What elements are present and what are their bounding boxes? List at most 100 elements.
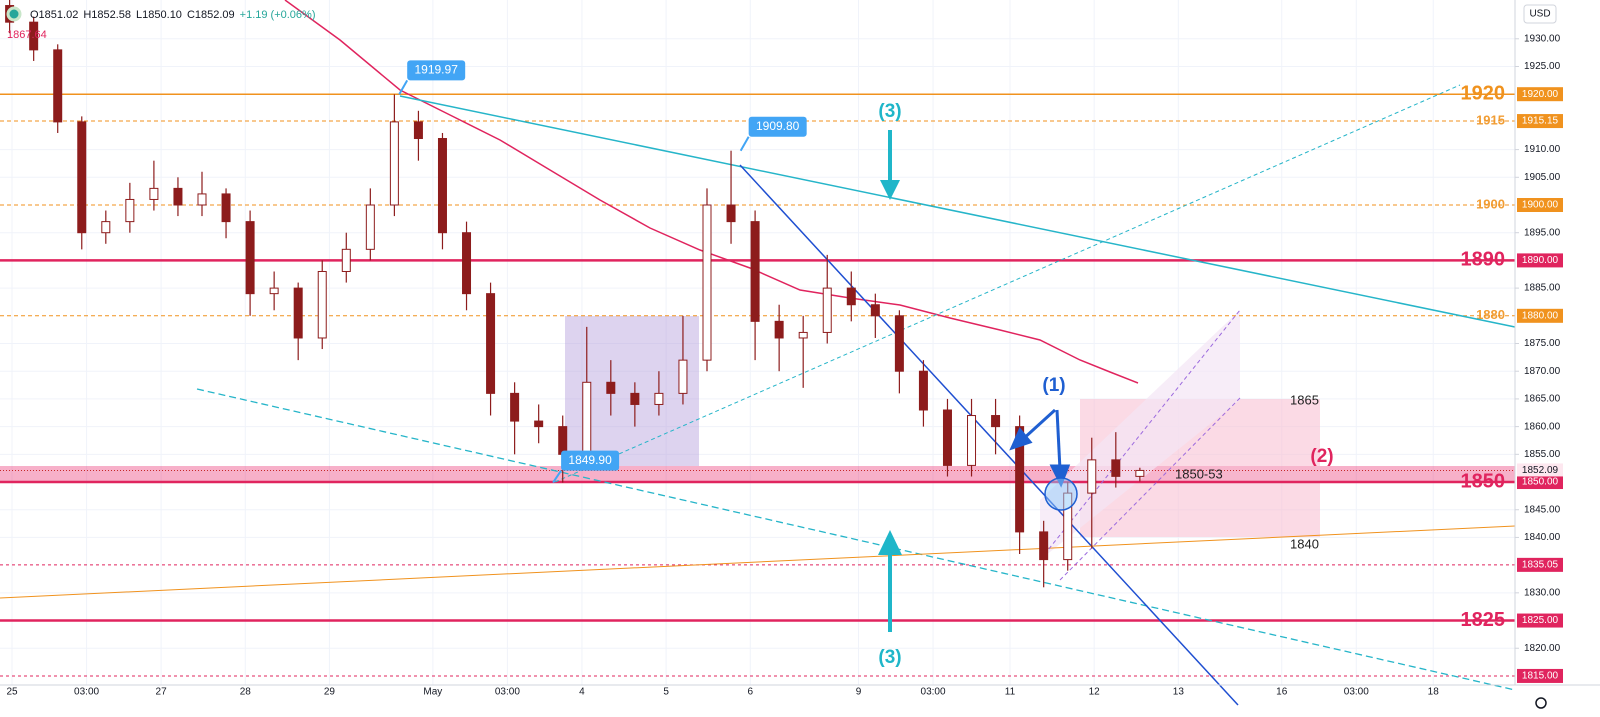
candle-body (389, 121, 399, 206)
currency-button[interactable] (1523, 4, 1557, 24)
price-label: 1915.15 (1522, 116, 1559, 127)
price-label: 1890.00 (1522, 255, 1559, 266)
price-label-box (1517, 308, 1563, 323)
candle-body (870, 304, 880, 317)
prior-price: 1867.64 (7, 29, 47, 41)
candle-body (317, 270, 327, 339)
x-tick-label: 03:00 (74, 687, 99, 698)
arrow (1020, 408, 1057, 442)
y-tick-label: 1875.00 (1524, 338, 1561, 349)
y-tick-label: 1930.00 (1524, 33, 1561, 44)
price-label-box (1517, 114, 1563, 129)
candle-body (365, 204, 375, 250)
price-label: 1880.00 (1522, 310, 1559, 321)
candle-body (894, 315, 904, 372)
axes: 1820.00 1830.00 1840.00 1845.00 1855.00 1860.… (6, 33, 1563, 698)
candle-body (750, 221, 760, 322)
x-tick-label: 13 (1173, 687, 1185, 698)
candle-body (125, 198, 135, 223)
annotation: 1865 (1290, 392, 1319, 407)
candle-body (678, 359, 688, 394)
x-tick-label: 03:00 (1344, 687, 1369, 698)
callout-pointer (552, 470, 562, 484)
level-label: 1880 (1476, 307, 1505, 322)
price-label: 1920.00 (1522, 89, 1559, 100)
callout-box (748, 116, 807, 137)
ohlc-value: H1852.58 (83, 9, 131, 21)
candle-body (991, 415, 1001, 428)
x-tick-label: 03:00 (921, 687, 946, 698)
arrow (1009, 427, 1033, 451)
currency-label[interactable]: USD (1529, 9, 1550, 20)
annotation: (1) (1042, 375, 1065, 396)
last-price-label: 1852.09 (1522, 465, 1559, 476)
candle-body (53, 49, 63, 123)
price-label: 1900.00 (1522, 200, 1559, 211)
callout-box (561, 450, 620, 471)
y-tick-label: 1910.00 (1524, 144, 1561, 155)
candle-body (486, 293, 496, 394)
level-label: 1890 (1461, 249, 1506, 271)
candle-body (221, 193, 231, 223)
y-tick-label: 1830.00 (1524, 587, 1561, 598)
candles (5, 0, 1145, 588)
candle-body (702, 204, 712, 361)
channel-line (1039, 309, 1241, 561)
candle-body (582, 381, 592, 455)
price-label: 1850.00 (1522, 477, 1559, 488)
price-label: 1815.00 (1522, 671, 1559, 682)
candle-body (630, 392, 640, 405)
y-tick-label: 1820.00 (1524, 643, 1561, 654)
y-tick-label: 1885.00 (1524, 283, 1561, 294)
callout-label: 1919.97 (414, 63, 458, 77)
candle-body (462, 232, 472, 295)
price-label-box (1517, 198, 1563, 212)
price-label-box (1517, 557, 1563, 572)
x-tick-label: 28 (240, 687, 252, 698)
candle-body (101, 221, 111, 234)
y-tick-label: 1845.00 (1524, 504, 1561, 515)
y-tick-label: 1925.00 (1524, 61, 1561, 72)
moving-average (284, 0, 1139, 384)
ohlc-value: L1850.10 (136, 9, 182, 21)
candle-body (293, 287, 303, 339)
candle-body (341, 248, 351, 272)
callout-box (407, 60, 466, 81)
x-tick-label: 4 (579, 687, 585, 698)
arrows (878, 130, 902, 632)
ohlc-value: O1851.02 (30, 9, 78, 21)
candle-body (918, 370, 928, 411)
price-axis (1515, 0, 1600, 717)
annotation: (3) (878, 101, 901, 122)
y-tick-label: 1905.00 (1524, 172, 1561, 183)
callout-pointer (739, 136, 750, 152)
candle-body (558, 426, 568, 455)
candle-body (967, 415, 977, 466)
candle-body (510, 392, 520, 422)
settings-icon[interactable] (1535, 697, 1547, 709)
callout-pointer (398, 79, 409, 95)
x-tick-label: 03:00 (495, 687, 520, 698)
x-tick-label: 11 (1005, 687, 1016, 698)
price-label-box (1517, 475, 1563, 490)
callout-label: 1849.90 (568, 453, 612, 467)
x-tick-label: 27 (156, 687, 168, 698)
candle-body (173, 187, 183, 206)
candle-body (846, 287, 856, 306)
y-tick-label: 1840.00 (1524, 532, 1561, 543)
x-tick-label: 9 (856, 687, 862, 698)
y-tick-label: 1855.00 (1524, 449, 1561, 460)
y-tick-label: 1895.00 (1524, 227, 1561, 238)
candle-body (245, 221, 255, 295)
arrow (888, 130, 892, 185)
level-label: 1850 (1461, 470, 1506, 492)
trend-line (0, 525, 1516, 599)
candle-body (413, 121, 423, 140)
x-tick-label: May (423, 687, 442, 698)
price-label: 1825.00 (1522, 615, 1559, 626)
candle-body (534, 420, 544, 428)
x-tick-label: 29 (324, 687, 336, 698)
level-label: 1825 (1461, 609, 1506, 631)
arrow (878, 530, 902, 555)
